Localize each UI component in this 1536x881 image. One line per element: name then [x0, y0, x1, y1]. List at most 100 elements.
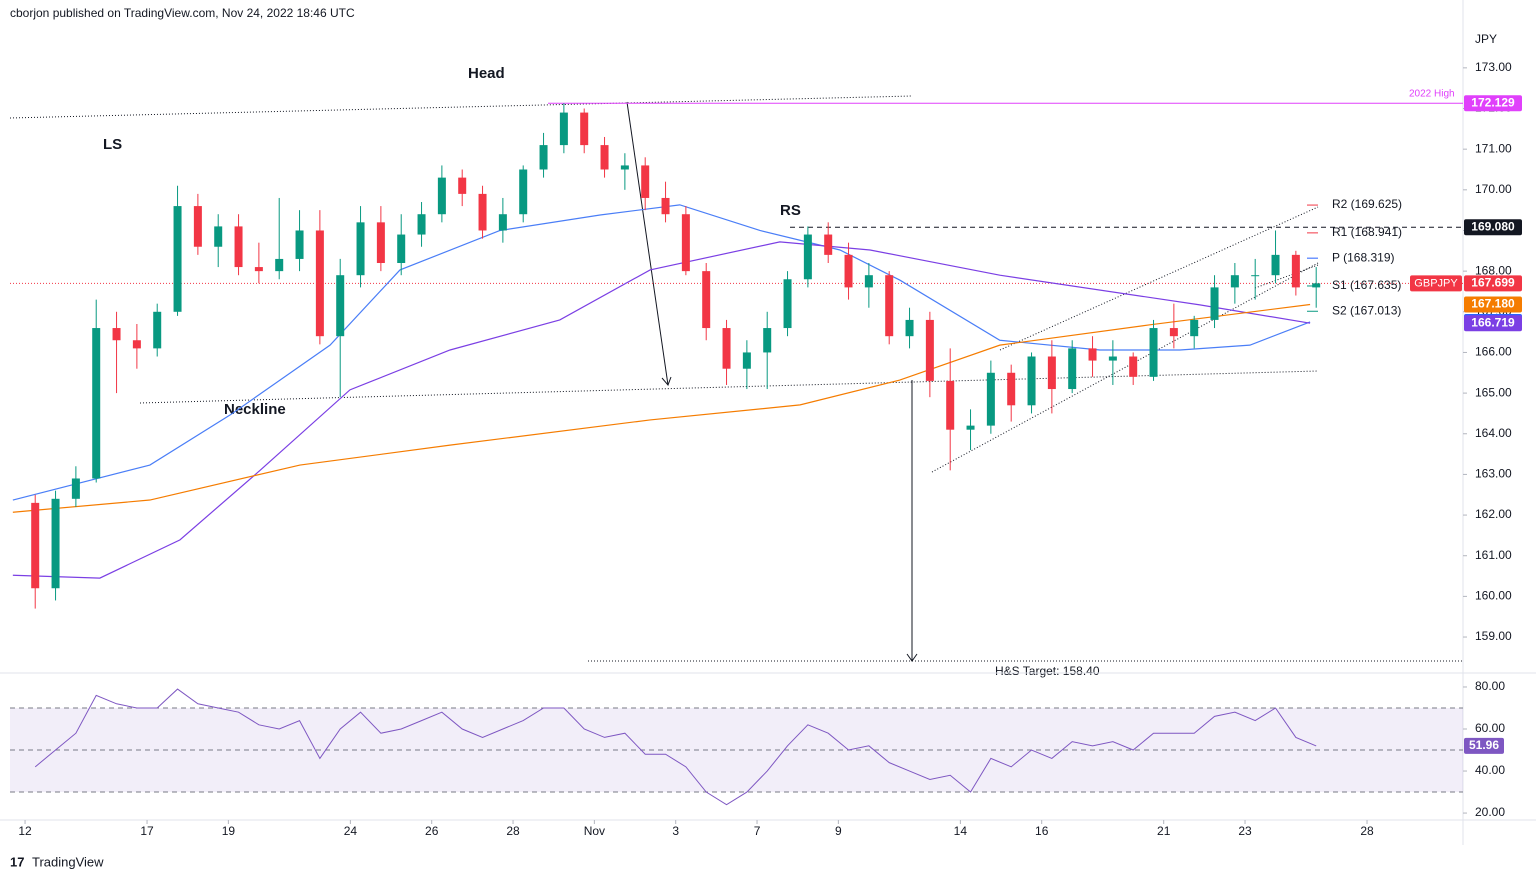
candle-body: [1251, 275, 1260, 277]
x-tick-label: 28: [506, 824, 520, 838]
neckline-label: Neckline: [224, 401, 286, 418]
candle-body: [31, 502, 40, 589]
pivot-label: S2 (167.013): [1332, 303, 1401, 317]
rsi-tag-label: 51.96: [1469, 738, 1499, 752]
y-tick-label: 161.00: [1475, 548, 1512, 562]
x-tick-label: 17: [140, 824, 154, 838]
y-tick-label: 168.00: [1475, 263, 1512, 277]
x-tick-label: 7: [754, 824, 761, 838]
candle-body: [275, 258, 284, 272]
price-tag: [1464, 95, 1522, 112]
candle-body: [295, 230, 304, 259]
symbol-label: GBPJPY: [1414, 277, 1458, 289]
x-tick-label: 23: [1238, 824, 1252, 838]
moving-average: [12, 303, 1311, 513]
ls-label: LS: [103, 136, 122, 153]
candle-body: [1149, 328, 1158, 377]
head-label: Head: [468, 65, 505, 82]
brand: TradingView: [32, 854, 104, 869]
candle-body: [1068, 348, 1077, 390]
price-tag-label: 167.699: [1471, 276, 1515, 290]
high-label: 2022 High: [1409, 89, 1455, 100]
price-tag-label: 169.080: [1471, 219, 1515, 233]
candle-body: [1027, 356, 1036, 406]
pivot-label: P (168.319): [1332, 250, 1395, 264]
candle-body: [1047, 356, 1056, 390]
channel-lower: [931, 262, 1319, 473]
candle-body: [153, 311, 162, 349]
price-tag-label: 172.129: [1471, 95, 1515, 109]
candle-body: [864, 275, 873, 288]
candle-body: [498, 214, 507, 231]
x-tick-label: 21: [1157, 824, 1171, 838]
candle-body: [1007, 372, 1016, 406]
y-tick-label: 164.00: [1475, 426, 1512, 440]
candle-body: [112, 328, 121, 341]
moving-average: [12, 204, 1311, 501]
y-tick-label: 60.00: [1475, 721, 1505, 735]
y-tick-label: 160.00: [1475, 589, 1512, 603]
price-tag-label: 167.180: [1471, 297, 1515, 311]
candle-body: [1291, 254, 1300, 288]
candle-body: [1210, 287, 1219, 320]
pivot-label: S1 (167.635): [1332, 278, 1401, 292]
x-tick-label: 24: [344, 824, 358, 838]
currency: JPY: [1475, 32, 1497, 46]
y-tick-label: 173.00: [1475, 60, 1512, 74]
rs-label: RS: [780, 202, 801, 219]
rsi-line: [34, 688, 1317, 806]
head-trendline: [9, 95, 913, 119]
candle-body: [1312, 283, 1321, 288]
arrow-head: [661, 376, 672, 386]
candle-body: [966, 425, 975, 430]
candle-body: [742, 352, 751, 369]
candle-body: [539, 145, 548, 170]
candle-body: [661, 197, 670, 215]
candle-body: [92, 328, 101, 479]
x-tick-label: 14: [954, 824, 968, 838]
price-tag: [1464, 275, 1522, 292]
candle-body: [620, 165, 629, 170]
candle-body: [376, 222, 385, 264]
price-tag: [1464, 315, 1522, 332]
x-tick-label: 16: [1035, 824, 1049, 838]
price-tag: [1464, 219, 1522, 236]
candle-body: [946, 380, 955, 430]
candle-body: [71, 478, 80, 499]
x-tick-label: 26: [425, 824, 439, 838]
candle-body: [1088, 348, 1097, 361]
candle-body: [397, 234, 406, 264]
y-tick-label: 166.00: [1475, 345, 1512, 359]
pivot-label: R1 (168.941): [1332, 225, 1402, 239]
candle-body: [803, 234, 812, 280]
y-tick-label: 163.00: [1475, 467, 1512, 481]
brand-logo: 17: [10, 854, 24, 869]
candle-body: [885, 275, 894, 337]
y-tick-label: 162.00: [1475, 507, 1512, 521]
candle-body: [681, 214, 690, 272]
candle-body: [193, 206, 202, 247]
candle-body: [722, 328, 731, 369]
credit: cborjon published on TradingView.com, No…: [10, 6, 355, 20]
neckline: [139, 370, 1319, 404]
candle-body: [315, 230, 324, 337]
candle-body: [1190, 319, 1199, 337]
wedge-line: [1254, 264, 1319, 289]
candle-body: [336, 275, 345, 337]
x-tick-label: 9: [835, 824, 842, 838]
candle-body: [519, 169, 528, 215]
candle-body: [458, 177, 467, 194]
channel-upper: [999, 206, 1319, 351]
candle-body: [783, 279, 792, 329]
candle-body: [1129, 356, 1138, 377]
pivot-label: R2 (169.625): [1332, 197, 1402, 211]
x-tick-label: 19: [222, 824, 236, 838]
y-tick-label: 40.00: [1475, 763, 1505, 777]
y-tick-label: 171.00: [1475, 141, 1512, 155]
candle-body: [702, 271, 711, 329]
rsi-tag: [1464, 737, 1504, 754]
arrow: [626, 101, 669, 386]
candle-body: [600, 145, 609, 170]
y-tick-label: 80.00: [1475, 679, 1505, 693]
